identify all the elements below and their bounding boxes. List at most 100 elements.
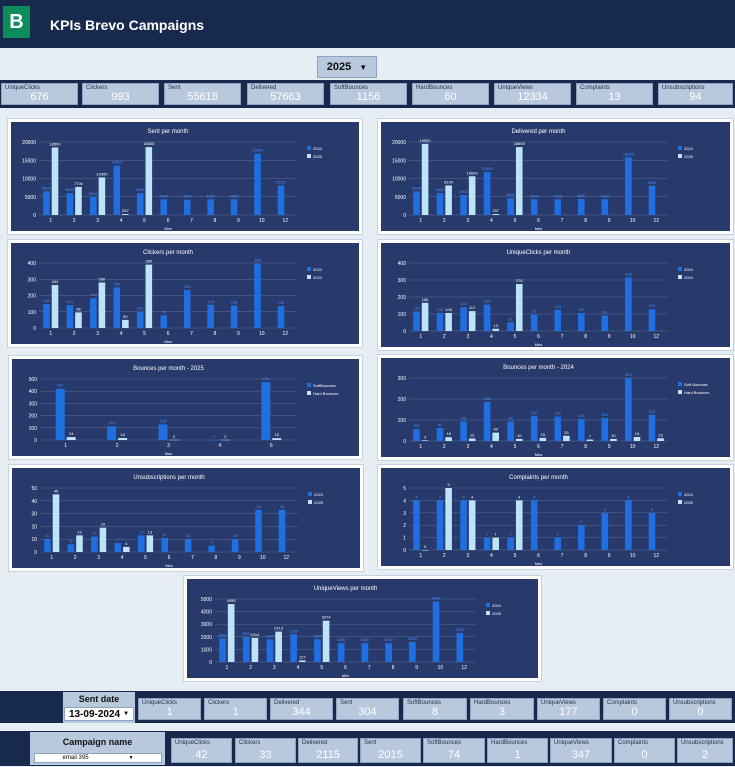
x-tick-label: 8 xyxy=(584,334,587,340)
x-tick-label: 4 xyxy=(219,443,222,449)
y-tick-label: 0 xyxy=(403,548,406,554)
year-dropdown[interactable]: 2025 ▼ xyxy=(317,56,377,78)
x-tick-label: 6 xyxy=(344,665,347,671)
chart-bar xyxy=(601,315,609,331)
data-label: 4300 xyxy=(553,193,563,198)
chart-bar xyxy=(460,194,467,215)
legend-label: Hard Bounces xyxy=(313,391,338,396)
kpi-card: Complaints 0 xyxy=(614,738,675,763)
data-label: 2413 xyxy=(274,626,284,631)
chart-title: Bounces per month - 2024 xyxy=(503,365,574,371)
legend-swatch xyxy=(307,383,311,387)
chart-bar xyxy=(51,147,59,215)
x-tick-label: 8 xyxy=(584,553,587,559)
data-label: 13 xyxy=(139,529,144,534)
chart-bar xyxy=(299,660,306,662)
y-tick-label: 0 xyxy=(34,438,37,444)
data-label: 93 xyxy=(508,415,513,420)
chart-bar xyxy=(456,633,464,662)
data-label: 24 xyxy=(69,431,74,436)
y-tick-label: 20000 xyxy=(392,140,406,146)
y-tick-label: 3 xyxy=(403,511,406,517)
chart-bar xyxy=(445,185,452,215)
x-tick-label: 10 xyxy=(259,331,265,337)
x-tick-label: 5 xyxy=(514,553,517,559)
data-label: 7700 xyxy=(74,181,84,186)
chart-bar xyxy=(515,500,523,550)
data-label: 140 xyxy=(460,301,467,306)
legend-swatch xyxy=(678,492,682,496)
x-tick-label: 3 xyxy=(167,443,170,449)
data-label: 250 xyxy=(113,281,120,286)
kpi-label: Clickers xyxy=(86,85,108,91)
chart-bar xyxy=(633,437,641,441)
data-label: 257 xyxy=(122,208,129,213)
x-tick-label: 3 xyxy=(97,555,100,561)
data-label: 128 xyxy=(160,418,167,423)
legend-label: 2024 xyxy=(684,275,694,280)
kpi-label: SoftBounces xyxy=(334,85,369,91)
y-tick-label: 0 xyxy=(403,329,406,335)
data-label: 4600 xyxy=(506,192,516,197)
x-tick-label: 1 xyxy=(419,334,422,340)
chart-bar xyxy=(601,417,609,441)
chart-bar xyxy=(507,198,514,215)
data-label: 13500 xyxy=(111,160,123,165)
x-tick-label: 3 xyxy=(466,334,469,340)
data-label: 93 xyxy=(461,415,466,420)
kpi-card: Sent 2015 xyxy=(360,738,421,763)
chart-bar xyxy=(44,539,51,552)
data-label: 15800 xyxy=(623,151,635,156)
kpi-card: HardBounces 1 xyxy=(487,738,548,763)
legend-swatch xyxy=(307,275,311,279)
campaign-select[interactable]: email 395 ▼ xyxy=(34,753,162,763)
y-tick-label: 200 xyxy=(28,294,37,300)
chart-bar xyxy=(577,313,585,331)
data-label: 233 xyxy=(184,284,191,289)
y-tick-label: 5000 xyxy=(25,195,36,201)
data-label: 4300 xyxy=(159,193,169,198)
kpi-label: Sent xyxy=(364,740,377,746)
x-tick-label: 7 xyxy=(561,553,564,559)
chart-bar xyxy=(625,500,632,550)
legend-label: Hard Bounces xyxy=(684,390,709,395)
kpi-card: Unsubscriptions 0 xyxy=(669,698,732,720)
x-tick-label: 1 xyxy=(49,331,52,337)
x-tick-label: 6 xyxy=(167,218,170,224)
x-tick-label: 12 xyxy=(283,555,289,561)
chart-bar xyxy=(98,177,106,215)
data-label: 15 xyxy=(275,432,280,437)
chart-bar xyxy=(648,185,656,215)
legend-label: 2024 xyxy=(492,603,502,608)
x-tick-label: 12 xyxy=(653,444,659,450)
data-label: 13 xyxy=(148,529,153,534)
data-label: 138 xyxy=(231,300,238,305)
chart-bar xyxy=(52,494,60,552)
data-label: 105 xyxy=(578,307,585,312)
x-tick-label: 12 xyxy=(461,665,467,671)
chart-bar xyxy=(554,416,562,441)
data-label: 19 xyxy=(101,522,106,527)
chart-bar xyxy=(563,435,570,441)
kpi-value: 74 xyxy=(447,749,461,761)
kpi-card: UniqueViews 177 xyxy=(537,698,600,720)
x-tick-label: 6 xyxy=(537,334,540,340)
data-label: 390 xyxy=(145,259,152,264)
x-tick-label: 6 xyxy=(537,444,540,450)
chart-uniqueclicks: UniqueClicks per month 0 100 200 300 400 115 16… xyxy=(377,239,734,351)
chart-uniqueviews: UniqueViews per month 0 1000 2000 3000 4000 50… xyxy=(183,575,542,682)
chart-bar xyxy=(91,536,98,552)
y-tick-label: 300 xyxy=(398,278,407,284)
data-label: 0 xyxy=(424,544,427,549)
sent-date-input[interactable]: 13-09-2024 ▼ xyxy=(64,707,134,721)
chart-bar xyxy=(255,509,262,552)
y-tick-label: 400 xyxy=(398,261,407,267)
legend-swatch xyxy=(308,500,312,504)
kpi-card: HardBounces 3 xyxy=(470,698,534,720)
chart-bar xyxy=(554,309,562,331)
data-label: 10 xyxy=(611,433,616,438)
y-tick-label: 400 xyxy=(29,389,38,395)
x-axis-title: Mes xyxy=(535,342,543,347)
kpi-label: Unsubscriptions xyxy=(673,700,716,706)
x-tick-label: 1 xyxy=(419,218,422,224)
